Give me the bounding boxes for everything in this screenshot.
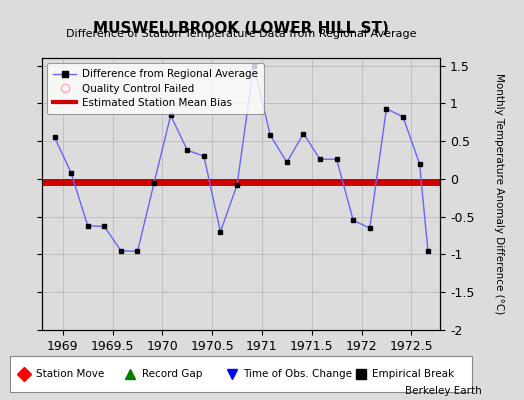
Y-axis label: Monthly Temperature Anomaly Difference (°C): Monthly Temperature Anomaly Difference (… xyxy=(494,73,504,315)
Text: Berkeley Earth: Berkeley Earth xyxy=(406,386,482,396)
Legend: Difference from Regional Average, Quality Control Failed, Estimated Station Mean: Difference from Regional Average, Qualit… xyxy=(47,63,264,114)
Text: Empirical Break: Empirical Break xyxy=(373,369,455,379)
Text: Record Gap: Record Gap xyxy=(142,369,202,379)
Text: Difference of Station Temperature Data from Regional Average: Difference of Station Temperature Data f… xyxy=(66,29,416,39)
Title: MUSWELLBROOK (LOWER HILL ST): MUSWELLBROOK (LOWER HILL ST) xyxy=(93,21,389,36)
FancyBboxPatch shape xyxy=(10,356,472,392)
Text: Station Move: Station Move xyxy=(36,369,104,379)
Text: Time of Obs. Change: Time of Obs. Change xyxy=(243,369,352,379)
